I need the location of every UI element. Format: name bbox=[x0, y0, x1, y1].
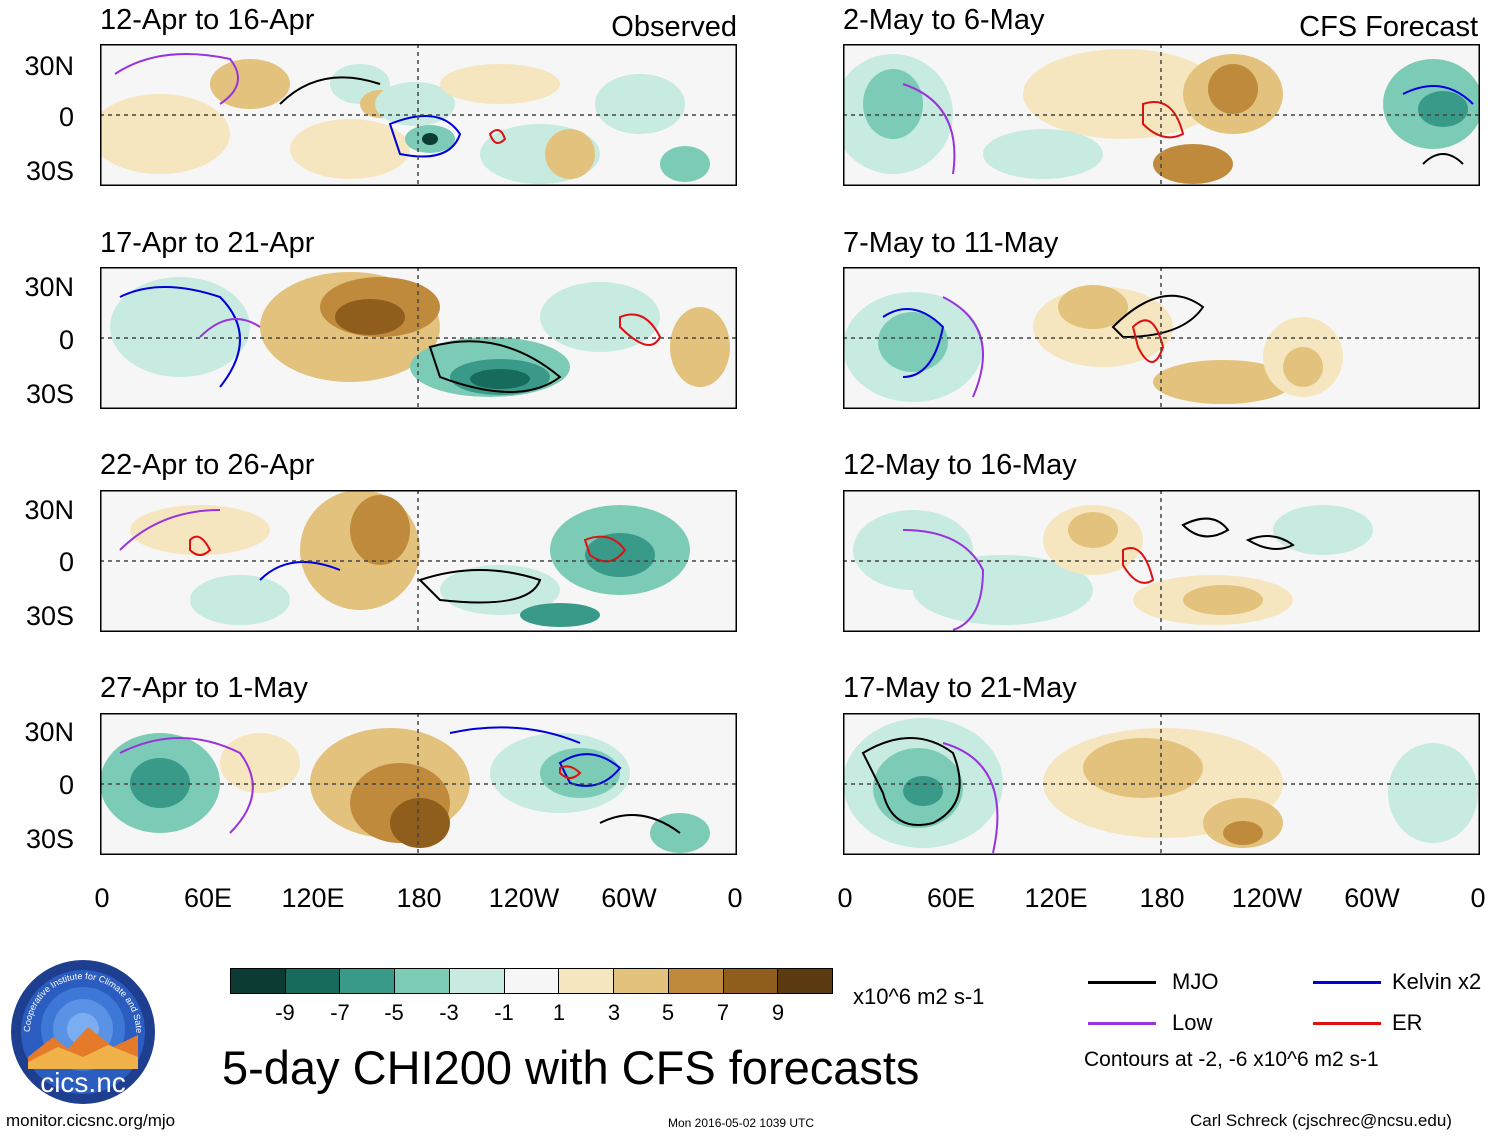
colorbar-swatch bbox=[231, 969, 285, 993]
legend-label-er: ER bbox=[1392, 1010, 1423, 1035]
lat-label-30n: 30N bbox=[24, 51, 74, 81]
colorbar bbox=[230, 968, 833, 994]
legend-label-mjo: MJO bbox=[1172, 969, 1219, 994]
map-panel-forecast-2 bbox=[843, 267, 1480, 409]
lat-label-30s: 30S bbox=[25, 379, 74, 409]
colorbar-tick: -7 bbox=[330, 1000, 350, 1025]
map-panel-observed-2 bbox=[100, 267, 737, 409]
colorbar-swatch bbox=[448, 969, 504, 993]
colorbar-swatch bbox=[503, 969, 559, 993]
lat-label-30s: 30S bbox=[25, 824, 74, 854]
legend-line-mjo bbox=[1088, 981, 1156, 984]
panel-title-fcst-4: 17-May to 21-May bbox=[843, 672, 1077, 704]
legend-line-er bbox=[1313, 1022, 1381, 1025]
map-panel-forecast-1 bbox=[843, 44, 1480, 186]
map-panel-observed-1 bbox=[100, 44, 737, 186]
map-panel-forecast-4 bbox=[843, 713, 1480, 855]
map-panel-forecast-3 bbox=[843, 490, 1480, 632]
observed-label: Observed bbox=[611, 11, 737, 43]
panel-title-obs-4: 27-Apr to 1-May bbox=[100, 672, 308, 704]
colorbar-tick: 5 bbox=[661, 1000, 675, 1025]
lon-label: 60W bbox=[601, 883, 657, 913]
colorbar-swatch bbox=[339, 969, 395, 993]
panel-title-fcst-1: 2-May to 6-May bbox=[843, 4, 1045, 36]
lat-label-eq: 0 bbox=[58, 770, 74, 800]
lon-label: 0 bbox=[1470, 883, 1486, 913]
colorbar-swatch bbox=[777, 969, 833, 993]
lat-label-eq: 0 bbox=[58, 325, 74, 355]
panel-title-obs-2: 17-Apr to 21-Apr bbox=[100, 227, 315, 259]
logo-text: cics.nc bbox=[40, 1067, 126, 1098]
figure-title: 5-day CHI200 with CFS forecasts bbox=[222, 1041, 920, 1094]
panel-title-obs-3: 22-Apr to 26-Apr bbox=[100, 449, 315, 481]
forecast-label: CFS Forecast bbox=[1299, 11, 1478, 43]
colorbar-swatch bbox=[613, 969, 668, 993]
footer-url[interactable]: monitor.cicsnc.org/mjo bbox=[6, 1111, 176, 1130]
lon-label: 120W bbox=[1231, 883, 1303, 913]
panel-title-fcst-2: 7-May to 11-May bbox=[843, 227, 1059, 259]
legend-label-kelvin: Kelvin x2 bbox=[1392, 969, 1482, 994]
colorbar-tick: -1 bbox=[494, 1000, 514, 1025]
lon-label: 60E bbox=[183, 883, 233, 913]
footer-author: Carl Schreck (cjschrec@ncsu.edu) bbox=[1190, 1111, 1452, 1130]
lon-label: 60W bbox=[1344, 883, 1400, 913]
cics-logo: Cooperative Institute for Climate and Sa… bbox=[8, 957, 155, 1104]
lat-label-eq: 0 bbox=[58, 102, 74, 132]
lat-label-30s: 30S bbox=[25, 601, 74, 631]
colorbar-tick: -9 bbox=[275, 1000, 295, 1025]
lat-label-30s: 30S bbox=[25, 156, 74, 186]
lat-label-30n: 30N bbox=[24, 272, 74, 302]
legend-line-kelvin bbox=[1313, 981, 1381, 984]
lon-label: 120E bbox=[1024, 883, 1088, 913]
colorbar-tick: 7 bbox=[716, 1000, 730, 1025]
footer-timestamp: Mon 2016-05-02 1039 UTC bbox=[668, 1116, 815, 1130]
colorbar-tick: 9 bbox=[771, 1000, 785, 1025]
colorbar-tick: 3 bbox=[607, 1000, 621, 1025]
colorbar-swatch bbox=[558, 969, 614, 993]
lon-label: 120E bbox=[281, 883, 345, 913]
map-panel-observed-3 bbox=[100, 490, 737, 632]
panel-title-fcst-3: 12-May to 16-May bbox=[843, 449, 1077, 481]
colorbar-swatch bbox=[667, 969, 723, 993]
lon-label: 180 bbox=[396, 883, 442, 913]
colorbar-swatch bbox=[394, 969, 449, 993]
colorbar-swatch bbox=[722, 969, 778, 993]
lon-label: 0 bbox=[94, 883, 110, 913]
colorbar-swatch bbox=[284, 969, 340, 993]
legend-label-low: Low bbox=[1172, 1010, 1213, 1035]
map-panel-observed-4 bbox=[100, 713, 737, 855]
colorbar-units: x10^6 m2 s-1 bbox=[853, 984, 985, 1009]
lat-label-30n: 30N bbox=[24, 717, 74, 747]
lat-label-eq: 0 bbox=[58, 547, 74, 577]
lon-label: 0 bbox=[837, 883, 853, 913]
panel-title-obs-1: 12-Apr to 16-Apr bbox=[100, 4, 315, 36]
lat-label-30n: 30N bbox=[24, 495, 74, 525]
contours-note: Contours at -2, -6 x10^6 m2 s-1 bbox=[1084, 1048, 1379, 1071]
lon-label: 180 bbox=[1139, 883, 1185, 913]
lon-label: 0 bbox=[727, 883, 743, 913]
colorbar-tick: -5 bbox=[384, 1000, 404, 1025]
colorbar-tick: -3 bbox=[439, 1000, 459, 1025]
lon-label: 60E bbox=[926, 883, 976, 913]
lon-label: 120W bbox=[488, 883, 560, 913]
legend-line-low bbox=[1088, 1022, 1156, 1025]
colorbar-tick: 1 bbox=[552, 1000, 566, 1025]
